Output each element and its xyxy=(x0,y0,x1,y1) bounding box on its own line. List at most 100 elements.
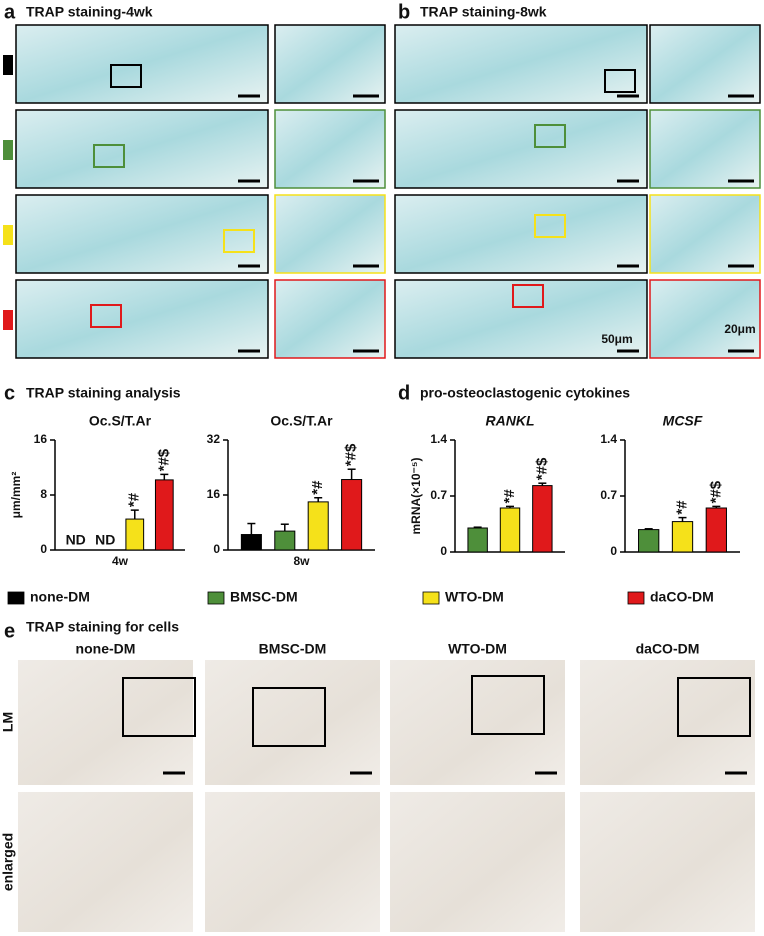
scale-label: 20μm xyxy=(724,322,755,336)
panel-label: e xyxy=(4,620,15,642)
y-axis-label: μm/mm² xyxy=(9,472,23,519)
cell-image xyxy=(18,660,193,785)
panel-title: TRAP staining analysis xyxy=(26,385,181,401)
group-indicator xyxy=(3,55,13,75)
significance: *#$ xyxy=(707,480,724,503)
value-label: ND xyxy=(66,532,86,548)
legend-label: WTO-DM xyxy=(445,589,504,605)
micrograph-enlarged xyxy=(649,194,761,274)
x-tick-label: 4w xyxy=(112,554,129,568)
group-indicator xyxy=(3,140,13,160)
legend-label: daCO-DM xyxy=(650,589,714,605)
bar xyxy=(307,501,329,551)
y-tick-label: 0 xyxy=(610,544,617,558)
bar xyxy=(532,485,553,553)
panel-title: TRAP staining for cells xyxy=(26,619,179,635)
micrograph xyxy=(394,109,648,189)
inset-box xyxy=(223,229,255,253)
cell-image-enlarged xyxy=(18,792,193,932)
column-header: BMSC-DM xyxy=(259,641,327,657)
group-indicator xyxy=(3,310,13,330)
inset-box xyxy=(604,69,636,93)
legend-label: BMSC-DM xyxy=(230,589,298,605)
bar xyxy=(274,530,296,551)
micrograph-enlarged xyxy=(649,109,761,189)
cell-image xyxy=(580,660,755,785)
row-label: enlarged xyxy=(0,833,16,891)
significance: *# xyxy=(126,492,143,507)
bar xyxy=(341,479,363,551)
x-tick-label: 8w xyxy=(293,554,310,568)
legend-swatch xyxy=(422,591,440,605)
bar xyxy=(705,507,727,553)
legend-swatch xyxy=(207,591,225,605)
bar xyxy=(240,534,262,551)
bar xyxy=(638,529,660,553)
micrograph-enlarged xyxy=(649,279,761,359)
panel-label: a xyxy=(4,1,16,23)
cell-image-enlarged xyxy=(205,792,380,932)
chart-title: RANKL xyxy=(486,413,535,429)
micrograph-enlarged xyxy=(274,109,386,189)
group-indicator xyxy=(3,225,13,245)
panel-label: c xyxy=(4,382,15,404)
cell-image xyxy=(390,660,565,785)
panel-title: pro-osteoclastogenic cytokines xyxy=(420,385,630,401)
y-tick-label: 8 xyxy=(40,487,47,501)
micrograph xyxy=(15,109,269,189)
chart-title: Oc.S/T.Ar xyxy=(89,413,152,429)
panel-label: b xyxy=(398,1,410,23)
bar xyxy=(499,507,521,553)
chart-title: Oc.S/T.Ar xyxy=(270,413,333,429)
legend-label: none-DM xyxy=(30,589,90,605)
cell-image-enlarged xyxy=(390,792,565,932)
micrograph xyxy=(394,279,648,359)
column-header: daCO-DM xyxy=(636,641,700,657)
row-label: LM xyxy=(0,712,16,732)
bar xyxy=(125,518,145,551)
inset-box xyxy=(512,284,544,308)
y-axis-label: mRNA(×10⁻⁵) xyxy=(409,458,423,535)
micrograph xyxy=(394,194,648,274)
y-tick-label: 1.4 xyxy=(430,432,447,446)
y-tick-label: 1.4 xyxy=(600,432,617,446)
legend-swatch xyxy=(7,591,25,605)
bar xyxy=(671,521,694,553)
inset-box xyxy=(90,304,122,328)
inset-box xyxy=(471,675,545,735)
inset-box xyxy=(93,144,125,168)
inset-box xyxy=(110,64,142,88)
inset-box xyxy=(534,124,566,148)
bar xyxy=(154,479,174,551)
value-label: ND xyxy=(95,532,115,548)
significance: *#$ xyxy=(533,457,550,480)
inset-box xyxy=(534,214,566,238)
y-tick-label: 0 xyxy=(213,542,220,556)
panel-title: TRAP staining-4wk xyxy=(26,4,153,20)
significance: *# xyxy=(501,489,518,504)
micrograph-enlarged xyxy=(274,194,386,274)
micrograph xyxy=(15,194,269,274)
legend-swatch xyxy=(627,591,645,605)
y-tick-label: 16 xyxy=(207,487,221,501)
panel-title: TRAP staining-8wk xyxy=(420,4,547,20)
significance: *#$ xyxy=(155,448,172,471)
column-header: none-DM xyxy=(76,641,136,657)
y-tick-label: 0 xyxy=(40,542,47,556)
bar xyxy=(467,527,488,553)
significance: *#$ xyxy=(343,443,360,466)
micrograph-enlarged xyxy=(274,279,386,359)
cell-image xyxy=(205,660,380,785)
y-tick-label: 0.7 xyxy=(600,488,617,502)
micrograph-enlarged xyxy=(274,24,386,104)
micrograph-enlarged xyxy=(649,24,761,104)
y-tick-label: 32 xyxy=(207,432,221,446)
cell-image-enlarged xyxy=(580,792,755,932)
scale-label: 50μm xyxy=(601,332,632,346)
significance: *# xyxy=(309,480,326,495)
y-tick-label: 0 xyxy=(440,544,447,558)
inset-box xyxy=(252,687,326,747)
panel-label: d xyxy=(398,382,410,404)
chart-title: MCSF xyxy=(663,413,703,429)
